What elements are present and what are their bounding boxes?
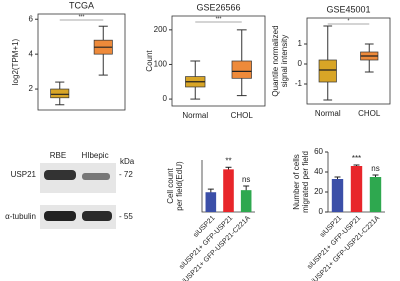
- plot-frame: [171, 15, 266, 107]
- plot-frame: [306, 17, 391, 105]
- band: [44, 211, 76, 221]
- band: [82, 173, 110, 180]
- band: [82, 211, 112, 221]
- y-tick-label: 1: [298, 39, 303, 48]
- x-tick-label: siUSP21+ GFP-USP21-C221A: [308, 215, 381, 281]
- chart-title: TCGA: [69, 0, 94, 10]
- y-axis-label: Cell count: [166, 167, 175, 203]
- bar: [205, 192, 217, 212]
- bar: [350, 166, 363, 212]
- y-tick-label: 100: [154, 60, 168, 69]
- significance-label: ***: [352, 154, 361, 163]
- y-tick-label: 0: [298, 59, 303, 68]
- y-axis-label: signal intensity: [280, 35, 289, 87]
- bar: [369, 177, 382, 212]
- y-tick-label: 0: [319, 207, 324, 216]
- western-blot: RBE HIbepic kDa USP21 - 72 α-tubulin - 5…: [5, 151, 135, 229]
- bar: [223, 169, 234, 212]
- row-label: α-tubulin: [5, 212, 36, 221]
- row-label: USP21: [11, 170, 37, 179]
- lane-label: RBE: [50, 151, 66, 160]
- x-tick-label: siUSP21+ GFP-USP21-C221A: [179, 215, 252, 281]
- y-axis-label: log2(TPM+1): [11, 38, 20, 85]
- x-tick-label: Normal: [315, 109, 341, 118]
- y-tick-label: 6: [29, 14, 34, 23]
- axis: [201, 160, 255, 213]
- band: [44, 170, 76, 180]
- y-tick-label: 200: [154, 25, 168, 34]
- significance-label: ***: [216, 16, 222, 22]
- box: [231, 60, 252, 79]
- x-tick-label: CHOL: [358, 109, 381, 118]
- y-axis-label: Count: [145, 50, 154, 72]
- y-axis-label: per field(EdU): [175, 161, 184, 211]
- chart-title: GSE26566: [196, 2, 240, 12]
- y-tick-label: -1: [295, 79, 303, 88]
- significance-label: *: [348, 18, 350, 24]
- y-tick-label: 4: [29, 49, 34, 58]
- significance-label: ns: [371, 164, 379, 173]
- significance-label: ns: [242, 175, 250, 184]
- y-tick-label: 40: [314, 167, 323, 176]
- marker-label: - 55: [119, 212, 133, 221]
- y-tick-label: 2: [29, 84, 34, 93]
- plot-frame: [37, 13, 126, 111]
- box: [318, 59, 337, 83]
- box: [50, 88, 70, 99]
- bar: [331, 179, 344, 212]
- y-tick-label: 20: [314, 187, 323, 196]
- bar: [240, 190, 252, 212]
- y-axis-label: Quantile normalized: [271, 25, 280, 96]
- y-axis-label: Number of cells: [292, 154, 301, 210]
- lane-label: HIbepic: [81, 151, 108, 160]
- marker-label: - 72: [119, 170, 133, 179]
- unit-label: kDa: [120, 157, 135, 166]
- x-tick-label: CHOL: [231, 111, 254, 120]
- y-axis-label: migrated per field: [301, 151, 310, 213]
- significance-label: ***: [79, 14, 85, 20]
- x-tick-label: Normal: [182, 111, 208, 120]
- y-tick-label: 60: [314, 147, 323, 156]
- significance-label: **: [225, 156, 231, 165]
- y-tick-label: 0: [163, 94, 168, 103]
- chart-title: GSE45001: [326, 4, 370, 14]
